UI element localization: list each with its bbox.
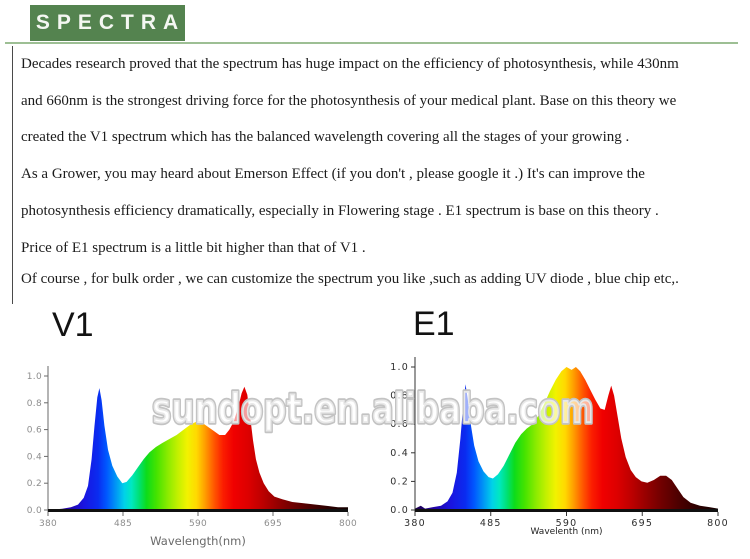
svg-text:0.0: 0.0: [27, 506, 42, 516]
svg-text:0.2: 0.2: [27, 479, 42, 489]
svg-text:590: 590: [556, 518, 578, 529]
paragraph-v1-intro: Decades research proved that the spectru…: [21, 46, 744, 156]
text-line: photosynthesis efficiency dramatically, …: [21, 202, 659, 219]
spectrum-chart-v1: 0.0 0.2 0.4 0.6 0.8 1.0 380 485 590 695 800 Wavelen…: [27, 366, 357, 548]
spectrum-chart-e1: 0.0 0.2 0.4 0.6 0.8 1.0 380 485 590 695 800 Wavelen…: [390, 357, 729, 537]
chart-title-e1: E1: [413, 305, 455, 343]
intro-text-block: Decades research proved that the spectru…: [12, 46, 744, 304]
svg-text:0.8: 0.8: [27, 399, 42, 409]
text-line: and 660nm is the strongest driving force…: [21, 92, 677, 109]
svg-text:0.2: 0.2: [390, 476, 409, 487]
svg-text:800: 800: [339, 519, 357, 529]
svg-text:695: 695: [631, 518, 653, 529]
svg-text:800: 800: [707, 518, 729, 529]
svg-text:1.0: 1.0: [390, 362, 409, 373]
svg-text:0.4: 0.4: [27, 452, 42, 462]
svg-text:485: 485: [480, 518, 502, 529]
brand-header: SPECTRA: [30, 5, 185, 41]
paragraph-e1-emerson: As a Grower, you may heard about Emerson…: [21, 156, 744, 266]
text-line: created the V1 spectrum which has the ba…: [21, 129, 630, 146]
svg-text:485: 485: [114, 519, 132, 529]
svg-text:0.6: 0.6: [27, 426, 42, 436]
svg-text:380: 380: [404, 518, 426, 529]
header-divider: [5, 42, 738, 44]
paragraph-custom-order: Of course , for bulk order , we can cust…: [21, 261, 744, 298]
svg-text:Wavelength(nm): Wavelength(nm): [150, 534, 246, 548]
svg-text:1.0: 1.0: [27, 372, 42, 382]
text-line: Decades research proved that the spectru…: [21, 56, 679, 72]
svg-text:590: 590: [189, 519, 207, 529]
svg-text:380: 380: [39, 519, 57, 529]
svg-text:0.4: 0.4: [390, 448, 409, 459]
text-line: Price of E1 spectrum is a little bit hig…: [21, 239, 366, 256]
brand-title: SPECTRA: [35, 11, 186, 34]
svg-text:0.6: 0.6: [390, 419, 409, 430]
svg-text:0.8: 0.8: [390, 391, 409, 402]
text-line: As a Grower, you may heard about Emerson…: [21, 166, 645, 183]
text-line: Of course , for bulk order , we can cust…: [21, 271, 679, 288]
svg-text:695: 695: [264, 519, 282, 529]
chart-title-v1: V1: [52, 306, 94, 344]
svg-text:0.0: 0.0: [390, 505, 409, 516]
svg-text:Wavelenth (nm): Wavelenth (nm): [530, 527, 602, 537]
